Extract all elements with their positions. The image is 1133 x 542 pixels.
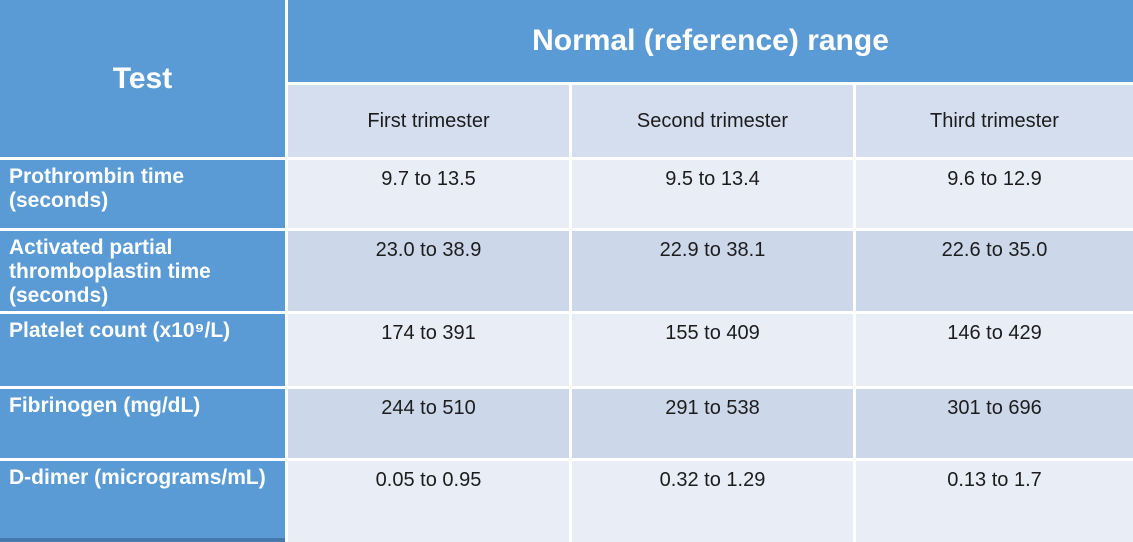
normal-range-header-cell: Normal (reference) range [288, 0, 1133, 82]
row-label-activated-partial-thromboplastin-time: Activated partial thromboplastin time (s… [0, 231, 285, 311]
data-cell: 22.9 to 38.1 [572, 231, 853, 311]
data-cell: 174 to 391 [288, 314, 569, 386]
column-header-label: Third trimester [930, 109, 1059, 132]
data-cell: 244 to 510 [288, 389, 569, 458]
data-cell: 301 to 696 [856, 389, 1133, 458]
column-header-label: Second trimester [636, 109, 789, 132]
normal-range-header-label: Normal (reference) range [532, 24, 889, 57]
row-label-platelet-count: Platelet count (x10⁹/L) [0, 314, 285, 386]
column-header-first-trimester: First trimester [288, 85, 569, 157]
column-header-third-trimester: Third trimester [856, 85, 1133, 157]
data-cell: 9.5 to 13.4 [572, 160, 853, 228]
row-label-prothrombin-time: Prothrombin time (seconds) [0, 160, 285, 228]
data-cell: 0.32 to 1.29 [572, 461, 853, 542]
test-header-cell: Test [0, 0, 285, 157]
column-header-label: First trimester [367, 109, 490, 132]
test-header-label: Test [112, 61, 173, 95]
row-label-d-dimer: D-dimer (micrograms/mL) [0, 461, 285, 542]
data-cell: 0.05 to 0.95 [288, 461, 569, 542]
column-header-second-trimester: Second trimester [572, 85, 853, 157]
data-cell: 146 to 429 [856, 314, 1133, 386]
data-cell: 155 to 409 [572, 314, 853, 386]
row-label-fibrinogen: Fibrinogen (mg/dL) [0, 389, 285, 458]
data-cell: 23.0 to 38.9 [288, 231, 569, 311]
data-cell: 0.13 to 1.7 [856, 461, 1133, 542]
data-cell: 22.6 to 35.0 [856, 231, 1133, 311]
data-cell: 9.7 to 13.5 [288, 160, 569, 228]
data-cell: 9.6 to 12.9 [856, 160, 1133, 228]
data-cell: 291 to 538 [572, 389, 853, 458]
